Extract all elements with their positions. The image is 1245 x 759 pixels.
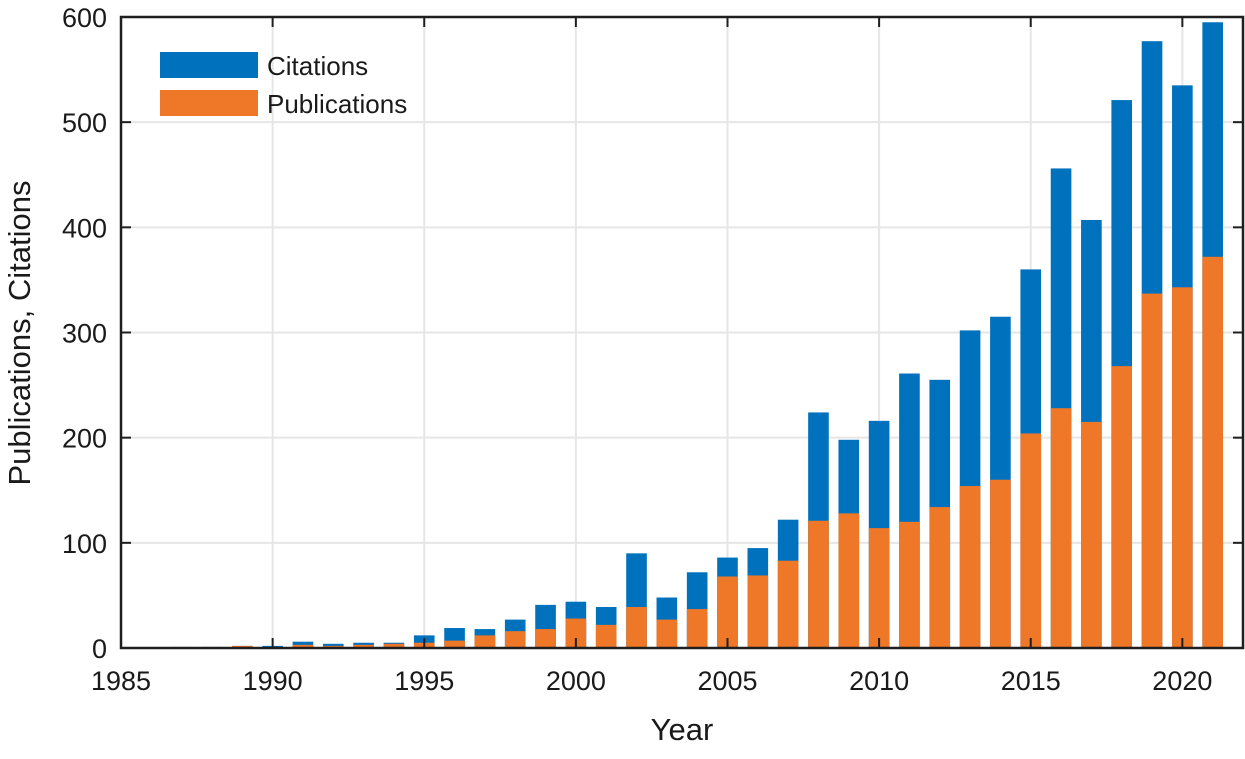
axis-ticks: 1985 1990 1995 2000 2005 2010 2015 2020 0 100 200 3… xyxy=(62,3,1243,696)
y-tick-label: 100 xyxy=(62,529,107,559)
bar-publications-2021 xyxy=(1202,256,1223,648)
bars xyxy=(171,22,1223,648)
bar-publications-1993 xyxy=(353,644,374,648)
x-tick-label: 1990 xyxy=(243,666,303,696)
bar-publications-2011 xyxy=(899,521,920,648)
bar-publications-1999 xyxy=(535,629,556,648)
bar-publications-2016 xyxy=(1050,408,1072,648)
bar-publications-2005 xyxy=(717,576,738,648)
legend: Citations Publications xyxy=(160,51,407,119)
bar-publications-2008 xyxy=(808,520,829,648)
bar-publications-2012 xyxy=(929,507,951,648)
y-tick-label: 500 xyxy=(62,108,107,138)
bar-publications-1991 xyxy=(292,644,314,648)
y-tick-label: 200 xyxy=(62,424,107,454)
y-tick-label: 400 xyxy=(62,213,107,243)
bar-publications-1994 xyxy=(383,643,405,648)
bar-publications-1996 xyxy=(444,640,465,648)
y-tick-label: 300 xyxy=(62,319,107,349)
legend-swatch-publications xyxy=(160,90,258,116)
bar-publications-2017 xyxy=(1081,421,1102,648)
bar-publications-2001 xyxy=(595,624,617,648)
x-tick-label: 1995 xyxy=(394,666,454,696)
x-axis-title: Year xyxy=(651,712,714,747)
bar-publications-2004 xyxy=(686,609,708,648)
bar-publications-2009 xyxy=(838,513,860,648)
x-tick-label: 2005 xyxy=(697,666,757,696)
bar-publications-2014 xyxy=(990,479,1011,648)
bar-publications-1998 xyxy=(504,631,526,648)
bar-publications-2002 xyxy=(626,606,647,648)
legend-label-citations: Citations xyxy=(267,51,368,81)
bar-publications-2000 xyxy=(565,618,587,648)
legend-swatch-citations xyxy=(160,52,258,78)
x-tick-label: 1985 xyxy=(91,666,151,696)
x-tick-label: 2010 xyxy=(849,666,909,696)
y-axis-title: Publications, Citations xyxy=(2,181,37,486)
bar-publications-2007 xyxy=(777,560,799,648)
bar-publications-2020 xyxy=(1172,287,1193,648)
bar-publications-2006 xyxy=(747,575,769,648)
bar-publications-2019 xyxy=(1141,293,1163,648)
bar-publications-2010 xyxy=(868,528,890,648)
y-tick-label: 0 xyxy=(92,634,107,664)
legend-label-publications: Publications xyxy=(267,89,407,119)
y-tick-label: 600 xyxy=(62,3,107,33)
bar-publications-2013 xyxy=(959,486,981,648)
bar-publications-2018 xyxy=(1111,366,1133,648)
x-tick-label: 2020 xyxy=(1152,666,1212,696)
x-tick-label: 2000 xyxy=(546,666,606,696)
x-tick-label: 2015 xyxy=(1001,666,1061,696)
bar-publications-2003 xyxy=(656,619,678,648)
bar-publications-2015 xyxy=(1020,433,1042,648)
bar-publications-1997 xyxy=(474,635,496,648)
